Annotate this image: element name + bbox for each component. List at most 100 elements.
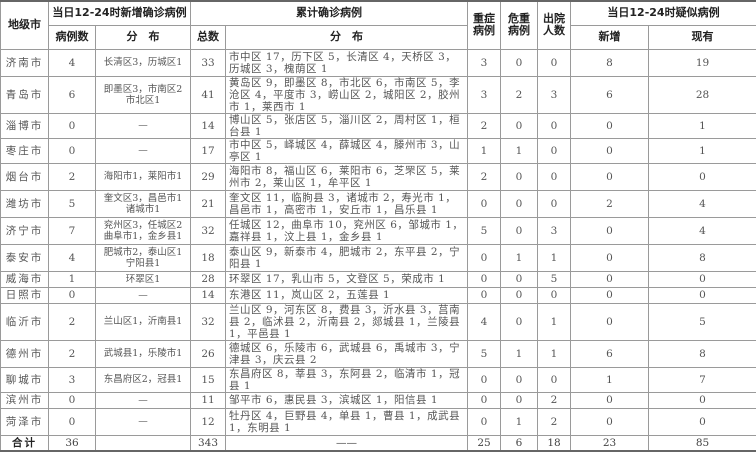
cell-cum-dist: 牡丹区 4，巨野县 4，单县 1，曹县 1，成武县 1，东明县 1 (226, 408, 468, 435)
cell-new-count: 0 (49, 408, 96, 435)
cell-city: 枣庄市 (1, 138, 49, 163)
cell-critical: 0 (501, 367, 538, 392)
cell-suspect-current: 1 (649, 113, 756, 138)
cell-city: 临沂市 (1, 303, 49, 340)
header-new-count: 病例数 (49, 25, 96, 49)
cell-discharged: 1 (538, 303, 571, 340)
cell-suspect-new: 0 (571, 271, 649, 287)
cell-city: 菏泽市 (1, 408, 49, 435)
header-cum-group: 累计确诊病例 (191, 1, 468, 25)
cell-new-dist: — (96, 392, 191, 408)
cell-suspect-current: 5 (649, 303, 756, 340)
cell-critical: 0 (501, 113, 538, 138)
cell-suspect-current: 1 (649, 138, 756, 163)
total-critical: 6 (501, 435, 538, 451)
cell-suspect-current: 4 (649, 217, 756, 244)
cell-city: 聊城市 (1, 367, 49, 392)
cell-suspect-new: 0 (571, 303, 649, 340)
cell-severe: 5 (468, 340, 501, 367)
total-city: 合计 (1, 435, 49, 451)
cell-discharged: 0 (538, 49, 571, 76)
cell-severe: 0 (468, 271, 501, 287)
cell-city: 滨州市 (1, 392, 49, 408)
header-suspect-current: 现有 (649, 25, 756, 49)
cell-severe: 3 (468, 49, 501, 76)
cell-suspect-new: 0 (571, 217, 649, 244)
cell-city: 德州市 (1, 340, 49, 367)
total-cum-dist: —— (226, 435, 468, 451)
cell-suspect-current: 0 (649, 408, 756, 435)
cell-suspect-new: 0 (571, 408, 649, 435)
header-suspect-new: 新增 (571, 25, 649, 49)
cell-cum-total: 17 (191, 138, 226, 163)
cell-cum-total: 14 (191, 287, 226, 303)
cell-discharged: 0 (538, 163, 571, 190)
cell-city: 济南市 (1, 49, 49, 76)
cell-critical: 0 (501, 49, 538, 76)
cell-new-count: 7 (49, 217, 96, 244)
header-new-dist: 分 布 (96, 25, 191, 49)
cell-critical: 2 (501, 76, 538, 113)
cell-severe: 1 (468, 138, 501, 163)
cell-new-dist: 兰山区1，沂南县1 (96, 303, 191, 340)
header-new-group: 当日12-24时新增确诊病例 (49, 1, 191, 25)
cell-suspect-new: 2 (571, 190, 649, 217)
cell-suspect-new: 6 (571, 76, 649, 113)
cell-cum-dist: 东昌府区 8，莘县 3，东阿县 2，临清市 1，冠县 1 (226, 367, 468, 392)
cell-discharged: 0 (538, 287, 571, 303)
cell-critical: 0 (501, 190, 538, 217)
cell-new-count: 0 (49, 392, 96, 408)
cell-severe: 0 (468, 367, 501, 392)
cell-critical: 0 (501, 287, 538, 303)
cell-cum-total: 18 (191, 244, 226, 271)
cell-new-dist: — (96, 113, 191, 138)
cell-city: 日照市 (1, 287, 49, 303)
cell-cum-total: 12 (191, 408, 226, 435)
cell-suspect-current: 0 (649, 163, 756, 190)
cell-cum-dist: 博山区 5，张店区 5，淄川区 2，周村区 1，桓台县 1 (226, 113, 468, 138)
cell-suspect-new: 0 (571, 392, 649, 408)
header-cum-dist: 分 布 (226, 25, 468, 49)
header-suspect-group: 当日12-24时疑似病例 (571, 1, 756, 25)
cell-severe: 0 (468, 408, 501, 435)
cell-city: 威海市 (1, 271, 49, 287)
total-cum-total: 343 (191, 435, 226, 451)
cell-severe: 0 (468, 190, 501, 217)
cell-cum-dist: 市中区 5，峄城区 4，薛城区 4，滕州市 3，山亭区 1 (226, 138, 468, 163)
cell-critical: 0 (501, 303, 538, 340)
cell-critical: 1 (501, 340, 538, 367)
total-new-dist (96, 435, 191, 451)
cell-new-count: 5 (49, 190, 96, 217)
cell-cum-total: 33 (191, 49, 226, 76)
cell-cum-dist: 东港区 11，岚山区 2，五莲县 1 (226, 287, 468, 303)
cell-suspect-new: 0 (571, 163, 649, 190)
cell-discharged: 0 (538, 190, 571, 217)
cell-discharged: 0 (538, 367, 571, 392)
cell-new-count: 6 (49, 76, 96, 113)
cell-critical: 0 (501, 163, 538, 190)
cell-new-count: 0 (49, 287, 96, 303)
cell-severe: 0 (468, 392, 501, 408)
cell-city: 烟台市 (1, 163, 49, 190)
cell-cum-total: 28 (191, 271, 226, 287)
cell-severe: 4 (468, 303, 501, 340)
cell-cum-dist: 奎文区 11，临朐县 3，诸城市 2，寿光市 1，昌邑市 1，高密市 1，安丘市… (226, 190, 468, 217)
cell-cum-dist: 德城区 6，乐陵市 6，武城县 6，禹城市 3，宁津县 3，庆云县 2 (226, 340, 468, 367)
cell-suspect-new: 0 (571, 244, 649, 271)
cell-suspect-new: 0 (571, 113, 649, 138)
